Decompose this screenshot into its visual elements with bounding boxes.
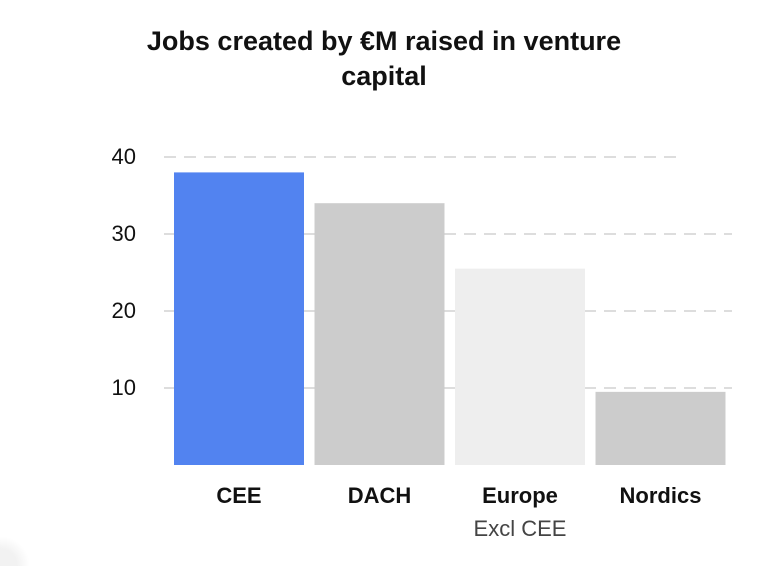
bar-nordics [595,391,726,465]
x-label-cee: CEE [216,483,261,508]
y-tick-label-20: 20 [112,298,136,323]
x-axis-labels: CEE DACH Europe Excl CEE Nordics [216,483,701,541]
bar-dach [314,203,445,465]
y-tick-label-30: 30 [112,221,136,246]
x-sublabel-europe: Excl CEE [474,516,567,541]
bar-cee [174,172,304,465]
y-tick-label-10: 10 [112,375,136,400]
x-label-nordics: Nordics [620,483,702,508]
x-label-europe: Europe [482,483,558,508]
bars [174,172,726,465]
grid-lines [164,156,732,389]
chart-title: Jobs created by €M raised in venture cap… [0,24,768,94]
corner-shade [0,536,30,566]
chart-title-line-1: Jobs created by €M raised in venture [146,26,622,56]
bar-europe [455,268,585,465]
y-tick-label-40: 40 [112,144,136,169]
y-axis-ticks: 10 20 30 40 [112,144,136,400]
chart-title-line-2: capital [341,61,427,91]
x-label-dach: DACH [348,483,412,508]
